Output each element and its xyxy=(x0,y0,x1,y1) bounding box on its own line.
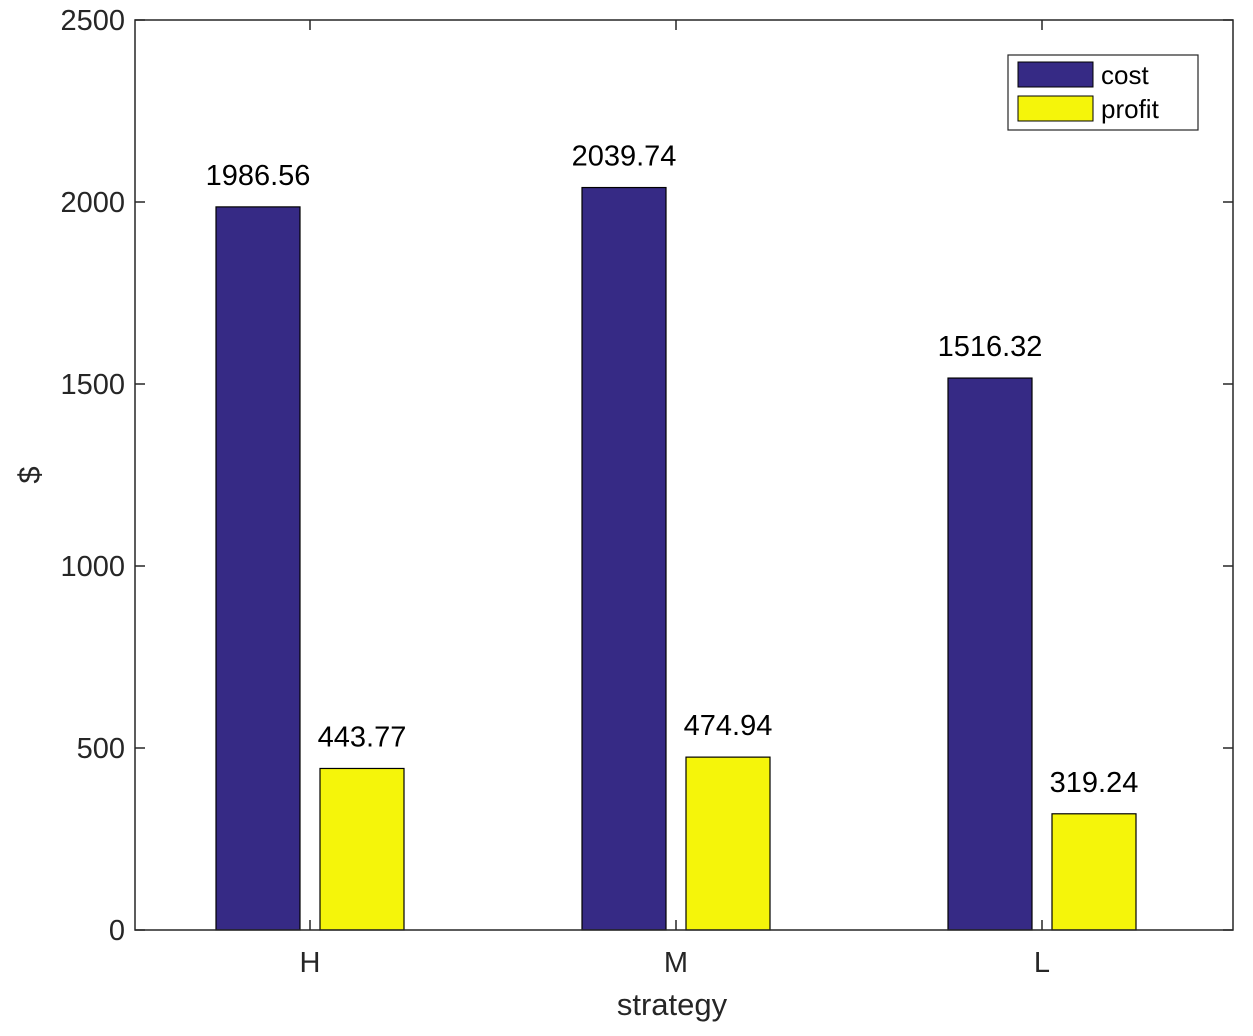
data-label-cost-L: 1516.32 xyxy=(938,331,1043,363)
bars-layer xyxy=(215,186,1137,931)
ticks-layer xyxy=(135,19,1233,931)
bar-profit-L xyxy=(1051,813,1137,931)
y-tick-label-1500: 1500 xyxy=(60,369,125,401)
legend-label-profit: profit xyxy=(1101,94,1160,124)
x-axis-title: strategy xyxy=(617,987,728,1022)
x-tick-label-H: H xyxy=(300,947,321,979)
bar-cost-H xyxy=(215,206,301,931)
legend-swatch-cost xyxy=(1017,61,1094,88)
legend-label-cost: cost xyxy=(1101,60,1149,90)
y-tick-label-2000: 2000 xyxy=(60,187,125,219)
x-tick-label-L: L xyxy=(1034,947,1050,979)
y-axis-title: $ xyxy=(12,466,47,483)
bar-profit-M xyxy=(685,756,771,931)
legend: cost profit xyxy=(1007,54,1199,131)
y-tick-label-500: 500 xyxy=(77,733,125,765)
data-label-profit-M: 474.94 xyxy=(684,710,773,742)
bar-cost-M xyxy=(581,186,667,931)
data-labels-layer: 1986.56 443.77 2039.74 474.94 1516.32 319.24 xyxy=(206,141,1139,799)
data-label-cost-H: 1986.56 xyxy=(206,160,311,192)
data-label-profit-L: 319.24 xyxy=(1050,767,1139,799)
y-tick-label-0: 0 xyxy=(109,915,125,947)
data-label-cost-M: 2039.74 xyxy=(572,141,677,173)
legend-swatch-profit xyxy=(1017,95,1094,122)
tick-labels-layer: H M L 0 500 1000 1500 2000 2500 xyxy=(60,5,1050,979)
y-tick-label-2500: 2500 xyxy=(60,5,125,37)
data-label-profit-H: 443.77 xyxy=(318,721,407,753)
x-tick-label-M: M xyxy=(664,947,688,979)
y-tick-label-1000: 1000 xyxy=(60,551,125,583)
plot-area-frame xyxy=(134,19,1234,931)
bar-profit-H xyxy=(319,767,405,931)
bar-cost-L xyxy=(947,377,1033,931)
